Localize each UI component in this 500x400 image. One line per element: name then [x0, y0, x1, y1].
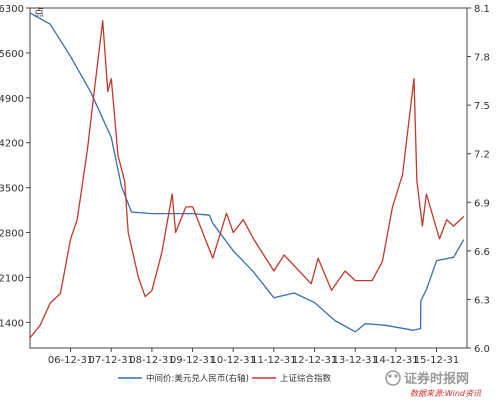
x-ticks: 06-12-3107-12-3108-12-3109-12-3110-12-31… [48, 348, 459, 366]
x-tick-label: 13-12-31 [333, 355, 378, 366]
series-layer [29, 12, 465, 339]
y-right-tick-label: 8.1 [474, 4, 490, 15]
y-left-tick-label: 2800 [0, 229, 24, 240]
y-right-tick-label: 7.2 [474, 150, 490, 161]
legend-label-sse: 上证综合指数 [280, 373, 332, 384]
brand-name: 证券时报网 [404, 371, 469, 387]
y-left-tick-label: 1400 [0, 318, 24, 329]
x-tick-label: 09-12-31 [170, 355, 215, 366]
legend: 中间价:美元兑人民币(右轴) 上证综合指数 [118, 373, 332, 384]
y-left-ticks: 1400 2100 2800 3500 4200 4900 5600 6300 [0, 4, 30, 329]
brand-logo-dot [388, 374, 392, 378]
y-right-tick-label: 6.0 [474, 344, 490, 355]
brand-logo-dot2 [394, 374, 398, 378]
x-tick-label: 14-12-31 [373, 355, 418, 366]
x-tick-label: 08-12-31 [129, 355, 174, 366]
x-tick-label: 07-12-31 [88, 355, 133, 366]
brand-logo [385, 370, 401, 386]
y-left-tick-label: 6300 [0, 4, 24, 15]
y-left-unit: 点 [34, 7, 44, 19]
x-tick-label: 15-12-31 [414, 355, 459, 366]
y-left-tick-label: 3500 [0, 184, 24, 195]
legend-label-usdcny: 中间价:美元兑人民币(右轴) [146, 373, 249, 384]
series-line-sse [29, 20, 465, 339]
data-source: 数据来源:Wind资讯 [410, 389, 482, 398]
watermark: 证券时报网 数据来源:Wind资讯 [385, 370, 482, 398]
x-tick-label: 11-12-31 [251, 355, 296, 366]
y-left-tick-label: 4200 [0, 139, 24, 150]
y-left-tick-label: 2100 [0, 273, 24, 284]
series-line-usdcny [29, 12, 465, 333]
x-tick-label: 06-12-31 [48, 355, 93, 366]
y-right-tick-label: 7.5 [474, 101, 490, 112]
y-right-tick-label: 6.9 [474, 198, 490, 209]
x-tick-label: 12-12-31 [292, 355, 337, 366]
y-right-tick-label: 7.8 [474, 53, 490, 64]
y-left-tick-label: 4900 [0, 94, 24, 105]
y-right-tick-label: 6.6 [474, 247, 490, 258]
plot-frame [29, 7, 468, 349]
x-tick-label: 10-12-31 [210, 355, 255, 366]
y-right-ticks: 6.0 6.3 6.6 6.9 7.2 7.5 7.8 8.1 [467, 4, 490, 355]
y-left-tick-label: 5600 [0, 49, 24, 60]
y-right-tick-label: 6.3 [474, 295, 490, 306]
